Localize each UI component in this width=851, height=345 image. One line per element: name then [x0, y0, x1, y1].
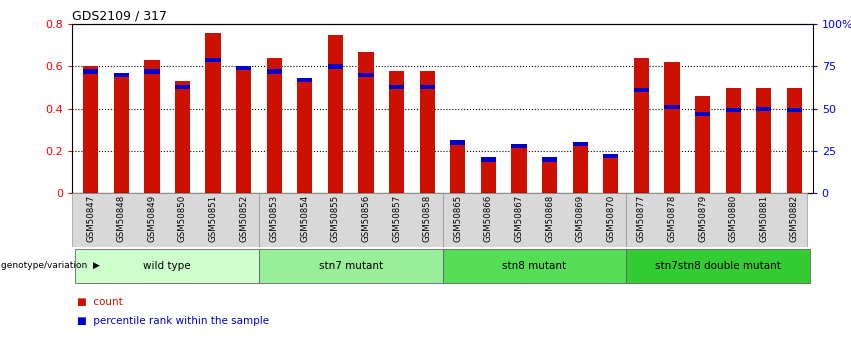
Text: GSM50849: GSM50849	[147, 195, 157, 242]
Bar	[726, 88, 741, 193]
Bar	[389, 85, 404, 89]
Bar	[144, 60, 159, 193]
Text: GSM50867: GSM50867	[515, 195, 523, 242]
Bar	[786, 88, 802, 193]
Bar	[756, 88, 771, 193]
Bar	[573, 142, 588, 146]
Bar	[443, 249, 626, 283]
Bar	[603, 155, 619, 193]
Text: stn7 mutant: stn7 mutant	[318, 261, 383, 271]
Bar	[756, 107, 771, 111]
Text: stn8 mutant: stn8 mutant	[502, 261, 567, 271]
Bar	[511, 144, 527, 148]
Text: GSM50870: GSM50870	[606, 195, 615, 242]
Bar	[665, 105, 680, 109]
Text: GSM50850: GSM50850	[178, 195, 187, 242]
Bar	[634, 88, 649, 92]
Bar	[174, 85, 190, 89]
Bar	[83, 69, 99, 73]
Bar	[236, 66, 251, 70]
Bar	[259, 249, 443, 283]
Bar	[266, 58, 282, 193]
Bar	[511, 145, 527, 193]
Bar	[695, 96, 711, 193]
Bar	[481, 159, 496, 193]
Text: GDS2109 / 317: GDS2109 / 317	[72, 10, 168, 23]
Text: GSM50856: GSM50856	[362, 195, 370, 242]
Bar	[83, 66, 99, 193]
Text: GSM50869: GSM50869	[575, 195, 585, 242]
Bar	[726, 108, 741, 112]
Text: stn7stn8 double mutant: stn7stn8 double mutant	[655, 261, 781, 271]
Text: GSM50880: GSM50880	[728, 195, 738, 242]
Text: GSM50854: GSM50854	[300, 195, 310, 242]
Bar	[358, 73, 374, 77]
Bar	[603, 154, 619, 158]
Bar	[542, 159, 557, 193]
Bar	[542, 157, 557, 161]
Text: GSM50878: GSM50878	[667, 195, 677, 242]
Bar	[626, 249, 809, 283]
Bar	[695, 112, 711, 116]
Bar	[328, 35, 343, 193]
Bar	[389, 71, 404, 193]
Bar	[450, 140, 465, 145]
Text: genotype/variation  ▶: genotype/variation ▶	[1, 261, 100, 270]
Bar	[420, 71, 435, 193]
Bar	[358, 52, 374, 193]
Text: GSM50865: GSM50865	[454, 195, 462, 242]
Text: GSM50868: GSM50868	[545, 195, 554, 242]
Text: GSM50855: GSM50855	[331, 195, 340, 242]
Bar	[297, 78, 312, 82]
Text: GSM50848: GSM50848	[117, 195, 126, 242]
Bar	[573, 145, 588, 193]
Bar	[205, 32, 220, 193]
Bar	[786, 108, 802, 112]
Bar	[144, 69, 159, 73]
Text: GSM50866: GSM50866	[484, 195, 493, 242]
Bar	[665, 62, 680, 193]
Text: GSM50847: GSM50847	[86, 195, 95, 242]
Bar	[114, 73, 129, 193]
Bar	[634, 58, 649, 193]
Bar	[266, 69, 282, 73]
Text: GSM50853: GSM50853	[270, 195, 279, 242]
Bar	[328, 64, 343, 69]
Text: GSM50882: GSM50882	[790, 195, 799, 242]
Text: GSM50881: GSM50881	[759, 195, 768, 242]
Bar	[205, 58, 220, 62]
Text: ■  percentile rank within the sample: ■ percentile rank within the sample	[77, 316, 269, 326]
Text: GSM50852: GSM50852	[239, 195, 248, 242]
Bar	[420, 85, 435, 89]
Text: GSM50879: GSM50879	[698, 195, 707, 242]
Text: GSM50857: GSM50857	[392, 195, 401, 242]
Bar	[297, 81, 312, 193]
Text: GSM50858: GSM50858	[423, 195, 431, 242]
Bar	[450, 142, 465, 193]
Bar	[481, 157, 496, 161]
Text: GSM50851: GSM50851	[208, 195, 218, 242]
Bar	[114, 73, 129, 77]
Bar	[76, 249, 259, 283]
Bar	[236, 69, 251, 193]
Text: wild type: wild type	[143, 261, 191, 271]
Bar	[174, 81, 190, 193]
Text: GSM50877: GSM50877	[637, 195, 646, 242]
Text: ■  count: ■ count	[77, 297, 123, 307]
